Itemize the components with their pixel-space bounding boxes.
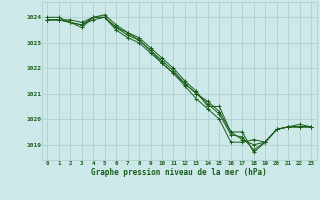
X-axis label: Graphe pression niveau de la mer (hPa): Graphe pression niveau de la mer (hPa) (91, 168, 267, 177)
